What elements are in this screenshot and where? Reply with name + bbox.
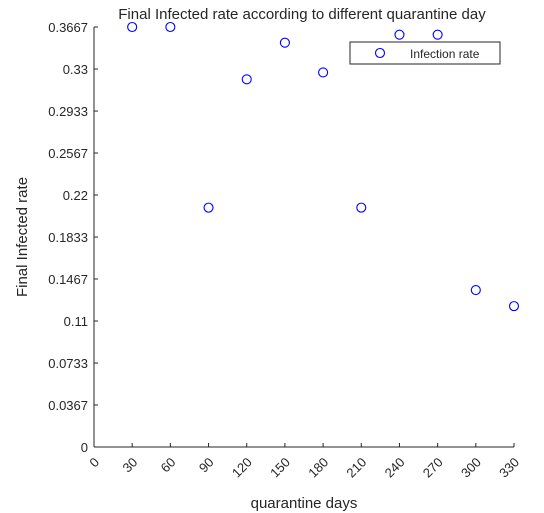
y-tick-label: 0.0733 — [48, 356, 88, 371]
y-tick-label: 0 — [81, 440, 88, 455]
y-tick-label: 0.3667 — [48, 20, 88, 35]
x-tick-label: 270 — [420, 455, 446, 481]
x-tick-label: 210 — [343, 455, 369, 481]
data-point — [127, 21, 138, 33]
y-tick-label: 0.11 — [64, 314, 88, 329]
y-tick-label: 0.2567 — [48, 146, 88, 161]
y-axis-label: Final Infected rate — [14, 177, 31, 297]
data-point — [241, 74, 252, 85]
legend-box — [349, 41, 501, 65]
y-tick-label: 0.22 — [63, 188, 88, 203]
data-point — [356, 202, 367, 213]
x-tick-label: 300 — [458, 455, 484, 481]
x-tick-label: 0 — [86, 455, 102, 471]
y-tick-label: 0.1467 — [48, 272, 88, 287]
chart-title: Final Infected rate according to differe… — [118, 6, 486, 23]
data-point — [203, 202, 214, 213]
axes-frame — [93, 27, 514, 448]
data-point — [508, 301, 520, 312]
data-point — [394, 29, 405, 40]
legend-label: Infection rate — [410, 47, 480, 61]
data-point — [432, 29, 443, 40]
data-point — [165, 21, 176, 33]
legend: Infection rate — [349, 41, 501, 65]
x-axis-label: quarantine days — [251, 495, 358, 512]
x-tick-label: 90 — [196, 455, 217, 476]
y-tick-label: 0.0367 — [48, 398, 88, 413]
x-tick-label: 240 — [382, 455, 408, 481]
x-axis-ticks: 0 30 60 90 120 150 180 210 240 270 300 330 — [86, 443, 522, 480]
x-tick-label: 330 — [496, 455, 522, 481]
x-tick-label: 150 — [267, 455, 293, 481]
y-tick-label: 0.33 — [63, 62, 88, 77]
x-tick-label: 120 — [229, 455, 255, 481]
data-point — [279, 37, 290, 48]
y-tick-label: 0.1833 — [48, 230, 88, 245]
data-points — [127, 21, 520, 312]
y-tick-label: 0.2933 — [48, 104, 88, 119]
data-point — [470, 285, 481, 296]
x-tick-label: 180 — [305, 455, 331, 481]
y-axis-ticks: 0 0.0367 0.0733 0.11 0.1467 0.1833 0.22 0.2567 0… — [48, 20, 98, 455]
data-point — [318, 67, 329, 78]
legend-marker — [374, 47, 386, 59]
x-tick-label: 30 — [119, 455, 140, 476]
x-tick-label: 60 — [158, 455, 179, 476]
